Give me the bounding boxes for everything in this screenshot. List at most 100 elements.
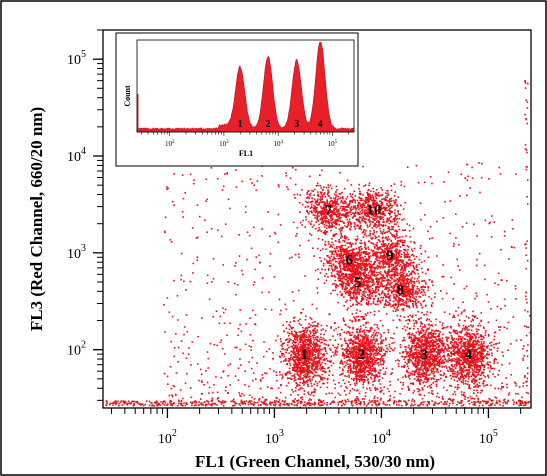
cluster-point bbox=[311, 362, 314, 365]
cluster-point bbox=[363, 234, 366, 236]
cluster-point bbox=[313, 341, 315, 343]
cluster-point bbox=[401, 387, 403, 390]
cluster-point bbox=[337, 326, 340, 329]
cluster-point bbox=[451, 358, 454, 360]
cluster-point bbox=[316, 214, 319, 217]
cluster-point bbox=[355, 247, 357, 250]
cluster-point bbox=[315, 203, 318, 206]
cluster-point bbox=[471, 379, 473, 381]
cluster-point bbox=[307, 369, 309, 371]
cluster-point bbox=[429, 324, 432, 327]
cluster-point bbox=[369, 342, 372, 344]
cluster-point bbox=[333, 275, 336, 277]
cluster-point bbox=[434, 355, 436, 358]
cluster-point bbox=[324, 268, 327, 271]
cluster-point bbox=[289, 377, 292, 379]
cluster-point bbox=[339, 269, 341, 272]
cluster-point bbox=[308, 367, 310, 369]
cluster-point bbox=[313, 204, 315, 207]
cluster-point bbox=[407, 361, 410, 364]
cluster-point bbox=[341, 255, 344, 258]
cluster-point bbox=[462, 394, 465, 397]
cluster-point bbox=[296, 350, 299, 353]
cluster-point bbox=[318, 227, 320, 229]
cluster-point bbox=[305, 366, 308, 369]
cluster-point bbox=[323, 186, 325, 188]
cluster-point bbox=[438, 339, 440, 341]
cluster-point bbox=[421, 354, 423, 357]
cluster-point bbox=[461, 340, 463, 342]
cluster-point bbox=[373, 363, 376, 366]
cluster-point bbox=[349, 334, 351, 336]
cluster-point bbox=[412, 357, 414, 360]
cluster-point bbox=[367, 373, 369, 376]
cluster-point bbox=[345, 237, 347, 240]
cluster-point bbox=[294, 390, 297, 392]
cluster-point bbox=[453, 357, 456, 360]
cluster-point bbox=[446, 354, 449, 357]
cluster-point bbox=[324, 358, 326, 360]
cluster-point bbox=[367, 279, 369, 282]
cluster-point bbox=[381, 340, 383, 343]
cluster-point bbox=[313, 333, 315, 335]
cluster-point bbox=[360, 344, 362, 347]
cluster-point bbox=[460, 375, 462, 378]
cluster-point bbox=[491, 354, 493, 357]
cluster-point bbox=[296, 339, 299, 342]
cluster-point bbox=[454, 375, 456, 378]
cluster-point bbox=[300, 356, 302, 358]
cluster-point bbox=[374, 379, 376, 381]
cluster-point bbox=[308, 326, 311, 328]
cluster-point bbox=[435, 383, 438, 386]
cluster-point bbox=[295, 370, 298, 373]
cluster-point bbox=[363, 272, 365, 275]
cluster-point bbox=[367, 301, 370, 304]
cluster-point bbox=[368, 372, 371, 374]
cluster-point bbox=[460, 332, 462, 334]
cluster-point bbox=[487, 367, 489, 369]
cluster-point bbox=[316, 216, 318, 219]
cluster-point bbox=[425, 374, 428, 377]
cluster-point bbox=[286, 321, 288, 323]
cluster-point bbox=[349, 274, 352, 277]
cluster-point bbox=[463, 327, 465, 329]
cluster-point bbox=[297, 343, 300, 345]
cluster-point bbox=[353, 286, 355, 288]
cluster-point bbox=[413, 356, 415, 359]
cluster-point bbox=[304, 348, 307, 351]
cluster-point bbox=[459, 342, 462, 344]
cluster-point bbox=[349, 338, 352, 340]
cluster-point bbox=[293, 345, 295, 347]
cluster-point bbox=[425, 368, 427, 371]
cluster-point bbox=[320, 333, 322, 336]
cluster-point bbox=[354, 371, 357, 374]
cluster-point bbox=[336, 293, 339, 296]
cluster-point bbox=[312, 329, 314, 332]
cluster-point bbox=[266, 372, 268, 375]
cluster-point bbox=[337, 257, 339, 260]
cluster-point bbox=[295, 344, 297, 347]
cluster-point bbox=[351, 275, 353, 277]
cluster-point bbox=[470, 364, 473, 366]
cluster-point bbox=[344, 342, 347, 345]
cluster-point bbox=[343, 241, 346, 243]
cluster-point bbox=[351, 256, 353, 258]
cluster-point bbox=[339, 291, 342, 293]
cluster-point bbox=[466, 338, 469, 341]
cluster-point bbox=[293, 348, 295, 351]
cluster-point bbox=[379, 358, 381, 361]
cluster-point bbox=[421, 348, 423, 351]
cluster-point bbox=[360, 316, 362, 318]
cluster-point bbox=[330, 203, 332, 206]
cluster-point bbox=[379, 383, 382, 385]
cluster-point bbox=[351, 282, 354, 285]
cluster-point bbox=[452, 347, 455, 349]
cluster-point bbox=[441, 327, 443, 330]
cluster-point bbox=[364, 342, 367, 345]
cluster-point bbox=[359, 284, 361, 287]
cluster-point bbox=[464, 369, 466, 372]
cluster-point bbox=[467, 380, 469, 383]
cluster-point bbox=[470, 350, 473, 352]
cluster-point bbox=[359, 286, 361, 288]
cluster-point bbox=[296, 374, 299, 376]
